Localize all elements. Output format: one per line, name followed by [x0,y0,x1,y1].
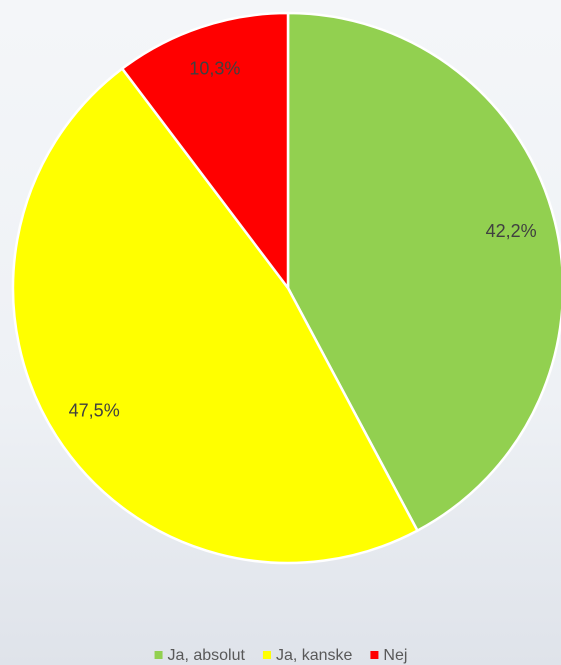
legend-swatch [370,651,379,659]
pie: 42,2% 47,5% 10,3% [11,11,561,565]
legend: Ja, absolut Ja, kanske Nej [154,647,407,664]
data-label: 42,2% [486,221,537,241]
legend-label: Ja, absolut [168,647,246,664]
legend-label: Nej [383,647,407,664]
pie-slice [11,66,420,565]
data-label: 10,3% [189,59,240,79]
data-label: 47,5% [69,401,120,421]
pie-slice [120,11,290,292]
legend-label: Ja, kanske [276,647,353,664]
legend-swatch [262,651,271,659]
legend-swatch [154,651,163,659]
pie-slice [286,11,561,533]
